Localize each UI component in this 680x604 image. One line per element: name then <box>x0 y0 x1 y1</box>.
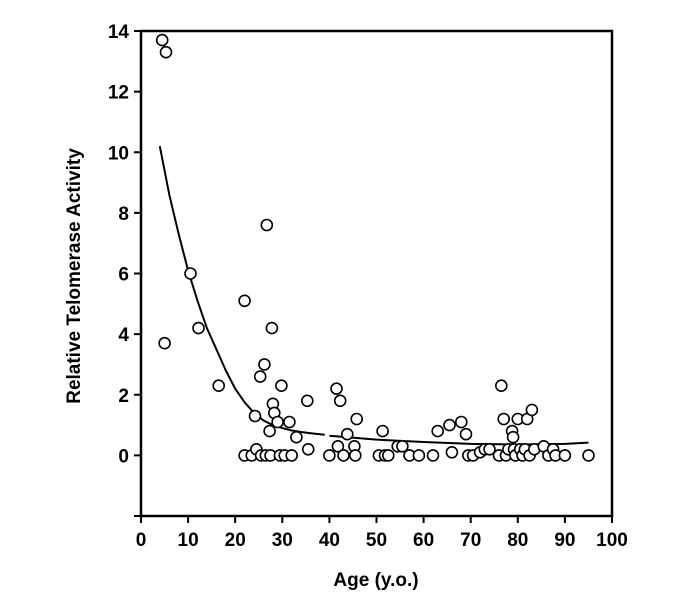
x-tick-label: 10 <box>178 530 199 551</box>
data-point <box>454 415 468 429</box>
y-tick-label: 14 <box>108 22 130 43</box>
data-point <box>431 424 445 438</box>
data-point <box>283 415 296 429</box>
x-axis-title: Age (y.o.) <box>333 570 418 591</box>
data-point <box>426 449 440 462</box>
data-point <box>155 33 169 47</box>
y-tick-label: 6 <box>118 265 129 286</box>
data-point <box>337 449 350 462</box>
data-point <box>582 449 595 462</box>
x-tick-label: 30 <box>272 530 293 551</box>
data-point <box>192 321 205 335</box>
data-point <box>263 424 276 438</box>
x-tick-label: 60 <box>413 530 434 551</box>
data-point <box>248 409 262 423</box>
x-tick-label: 100 <box>596 530 628 551</box>
data-point <box>271 415 284 429</box>
data-point <box>443 418 456 432</box>
data-point <box>301 442 315 456</box>
fit-curves <box>158 146 589 446</box>
data-point <box>445 445 459 459</box>
data-points <box>155 33 595 462</box>
data-point <box>212 379 225 393</box>
data-point <box>497 412 511 426</box>
data-point <box>412 449 426 462</box>
x-tick-label: 0 <box>136 530 147 551</box>
y-tick-label: 8 <box>118 204 129 225</box>
x-tick-label: 20 <box>225 530 246 551</box>
y-tick-label: 2 <box>118 386 129 407</box>
data-point <box>381 449 395 462</box>
x-axis-ticks: 0 10 20 30 40 50 60 70 80 90 100 <box>136 516 628 551</box>
x-tick-label: 80 <box>507 530 528 551</box>
data-point <box>506 430 520 444</box>
data-point <box>483 442 496 456</box>
data-point <box>331 439 345 453</box>
data-point <box>558 449 572 462</box>
fit-curve-young <box>158 146 325 436</box>
data-point <box>184 267 197 280</box>
y-tick-label: 4 <box>118 325 129 346</box>
x-tick-label: 70 <box>460 530 481 551</box>
y-tick-label: 12 <box>108 83 129 104</box>
y-axis-title: Relative Telomerase Activity <box>64 148 85 404</box>
data-point <box>285 449 299 462</box>
data-point <box>525 403 539 417</box>
data-point <box>330 382 343 396</box>
data-point <box>333 394 347 408</box>
data-point <box>340 427 354 441</box>
fit-curve-adult <box>329 434 589 446</box>
data-point <box>260 218 274 232</box>
data-point <box>300 394 314 408</box>
data-point <box>348 449 362 462</box>
data-point <box>253 370 267 383</box>
data-point <box>323 449 336 462</box>
y-axis-ticks: 0 2 4 6 8 10 12 14 <box>108 22 141 517</box>
x-tick-label: 90 <box>554 530 575 551</box>
data-point <box>238 294 251 308</box>
data-point <box>396 439 409 453</box>
data-point <box>265 321 279 335</box>
x-tick-label: 40 <box>319 530 340 551</box>
data-point <box>494 379 508 393</box>
y-tick-label: 0 <box>118 446 129 467</box>
plot-frame <box>139 29 614 518</box>
x-tick-label: 50 <box>366 530 387 551</box>
data-point <box>376 424 389 438</box>
data-point <box>258 358 271 371</box>
data-point <box>275 379 288 393</box>
data-point <box>459 427 473 441</box>
data-point <box>159 45 173 59</box>
data-point <box>290 430 303 444</box>
data-point <box>158 336 171 350</box>
y-tick-label: 10 <box>108 143 129 164</box>
data-point <box>350 412 364 426</box>
